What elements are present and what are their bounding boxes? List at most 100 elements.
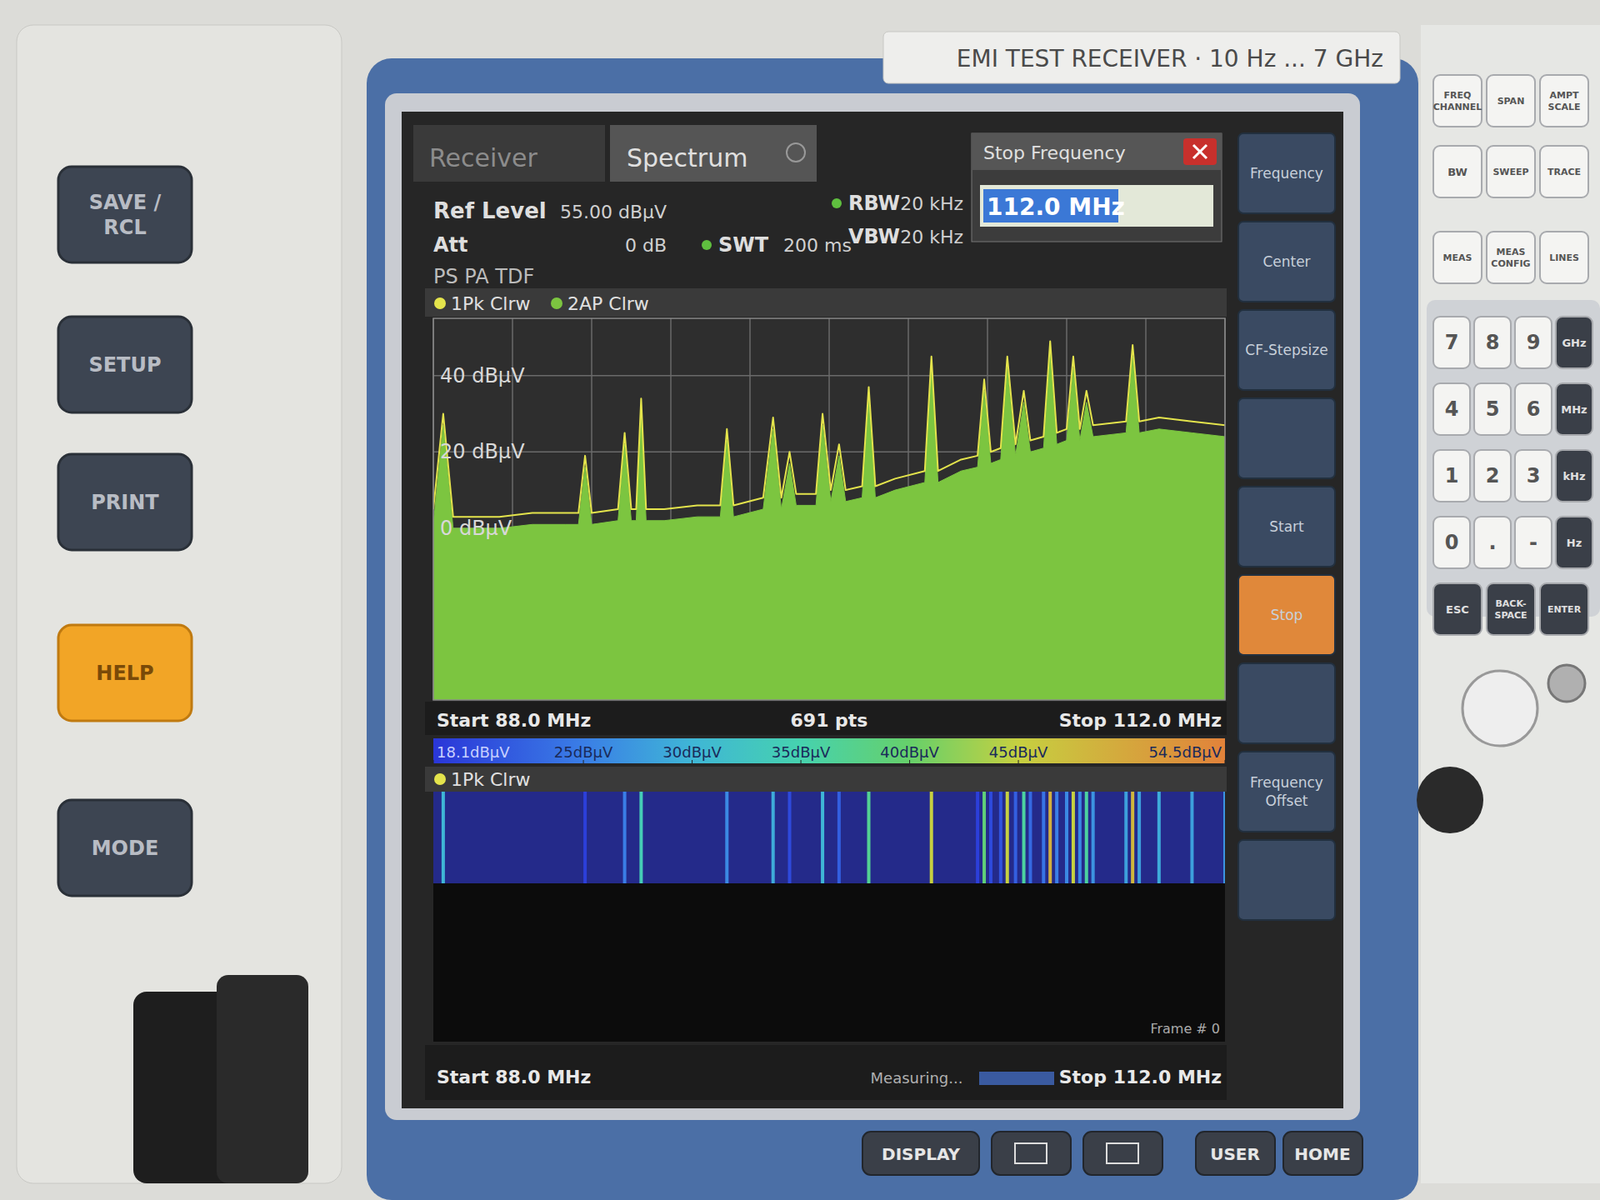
waterfall-line bbox=[1041, 791, 1045, 884]
waterfall-line bbox=[820, 791, 825, 884]
colorbar-label: 30dBµV bbox=[662, 743, 722, 761]
status-dot bbox=[831, 198, 842, 209]
waterfall-line bbox=[1223, 791, 1225, 884]
param-value: 200 ms bbox=[783, 235, 852, 256]
key-label: CHANNEL bbox=[1433, 101, 1483, 113]
button bbox=[58, 316, 192, 413]
button bbox=[58, 800, 192, 896]
button bbox=[1283, 1131, 1363, 1175]
key-label: BACK- bbox=[1495, 598, 1526, 610]
key bbox=[1515, 516, 1552, 569]
key bbox=[1540, 231, 1589, 284]
annotation: Stop 112.0 MHz bbox=[1059, 1066, 1222, 1088]
key-label: 0 bbox=[1445, 530, 1460, 555]
key bbox=[1515, 450, 1552, 502]
waterfall-line bbox=[1091, 791, 1095, 884]
param-label: Att bbox=[433, 233, 469, 257]
key-label: 4 bbox=[1445, 397, 1460, 421]
key-label: GHz bbox=[1561, 336, 1586, 350]
button bbox=[58, 454, 192, 550]
status-dot bbox=[701, 240, 712, 250]
button-label: HOME bbox=[1294, 1144, 1350, 1165]
tab-label: Spectrum bbox=[626, 143, 748, 173]
tab-label: Receiver bbox=[429, 143, 538, 173]
waterfall-line bbox=[1078, 791, 1082, 884]
key-label: 5 bbox=[1485, 397, 1500, 421]
connector bbox=[216, 975, 309, 1184]
tab bbox=[610, 125, 817, 182]
waterfall-line bbox=[1071, 791, 1075, 884]
legend-marker bbox=[434, 297, 446, 310]
legend-marker bbox=[434, 773, 446, 785]
button-label: USER bbox=[1210, 1144, 1260, 1165]
param-value: 0 dB bbox=[625, 235, 667, 256]
button bbox=[862, 1131, 980, 1175]
legend-label: 1Pk Clrw bbox=[450, 293, 531, 315]
softkey-label: Offset bbox=[1265, 792, 1308, 810]
key-label: SWEEP bbox=[1492, 166, 1529, 178]
key bbox=[1474, 316, 1511, 369]
waterfall-line bbox=[930, 791, 934, 884]
waterfall-trace: 1Pk Clrw bbox=[450, 769, 531, 790]
waterfall-line bbox=[1022, 791, 1026, 884]
key-label: Hz bbox=[1566, 536, 1582, 550]
softkey-label: Stop bbox=[1270, 606, 1304, 624]
key bbox=[1555, 383, 1593, 435]
icon-button bbox=[1083, 1131, 1163, 1175]
close-icon bbox=[1193, 145, 1207, 159]
key bbox=[1515, 316, 1552, 369]
key-label: AMPT bbox=[1549, 90, 1580, 101]
knob bbox=[1462, 670, 1538, 746]
bottom-strip bbox=[425, 1045, 1227, 1100]
key-label: . bbox=[1488, 530, 1496, 555]
waterfall-legend bbox=[425, 766, 1227, 792]
button bbox=[58, 625, 192, 721]
colorbar-label: 25dBµV bbox=[554, 743, 614, 761]
waterfall-line bbox=[1085, 791, 1089, 884]
dialog-title: Stop Frequency bbox=[983, 142, 1126, 164]
colorbar-label: 18.1dBµV bbox=[436, 743, 510, 761]
screen bbox=[401, 111, 1344, 1109]
bezel bbox=[366, 58, 1419, 1200]
mode-flags: PS PA TDF bbox=[433, 265, 535, 289]
colorbar-label: 45dBµV bbox=[989, 743, 1049, 761]
key-label: CONFIG bbox=[1490, 258, 1530, 270]
area bbox=[433, 352, 1225, 700]
colorbar-label: 40dBµV bbox=[880, 743, 940, 761]
key-label: 8 bbox=[1485, 330, 1500, 355]
annotation: Start 88.0 MHz bbox=[436, 710, 591, 731]
waterfall-area bbox=[433, 791, 1225, 1042]
key bbox=[1474, 383, 1511, 435]
scene: SAVE /RCLSETUPPRINTHELPMODEEMI TEST RECE… bbox=[0, 0, 1600, 1200]
icon bbox=[1015, 1143, 1047, 1164]
close-icon bbox=[1193, 145, 1207, 159]
softkey-label: Frequency bbox=[1250, 774, 1324, 791]
waterfall-line bbox=[867, 791, 871, 884]
param-label: RBW bbox=[848, 191, 900, 215]
colorbar-tick bbox=[433, 760, 435, 764]
key bbox=[1433, 583, 1482, 635]
waterfall-line bbox=[1137, 791, 1141, 884]
tick-label: 0 dBµV bbox=[440, 516, 513, 540]
key-label: 3 bbox=[1526, 464, 1541, 488]
key-label: - bbox=[1529, 530, 1538, 555]
key bbox=[1474, 516, 1511, 569]
waterfall-line bbox=[999, 791, 1003, 884]
waterfall-line bbox=[639, 791, 643, 884]
key-label: LINES bbox=[1549, 252, 1580, 264]
key bbox=[1433, 145, 1482, 198]
param-label: VBW bbox=[848, 225, 900, 249]
colorbar-label: 35dBµV bbox=[771, 743, 831, 761]
brand: EMI TEST RECEIVER · 10 Hz ... 7 GHz bbox=[956, 45, 1384, 73]
frame-label: Frame # 0 bbox=[1150, 1020, 1220, 1037]
socket bbox=[1416, 766, 1484, 834]
softkey bbox=[1238, 751, 1335, 832]
param-label: Ref Level bbox=[433, 198, 547, 224]
waterfall-line bbox=[1157, 791, 1161, 884]
softkey bbox=[1238, 486, 1335, 567]
plot-frame bbox=[433, 318, 1225, 700]
plot-area bbox=[433, 318, 1225, 700]
key bbox=[1474, 450, 1511, 502]
key-label: FREQ bbox=[1444, 90, 1472, 101]
waterfall-line bbox=[989, 791, 993, 884]
